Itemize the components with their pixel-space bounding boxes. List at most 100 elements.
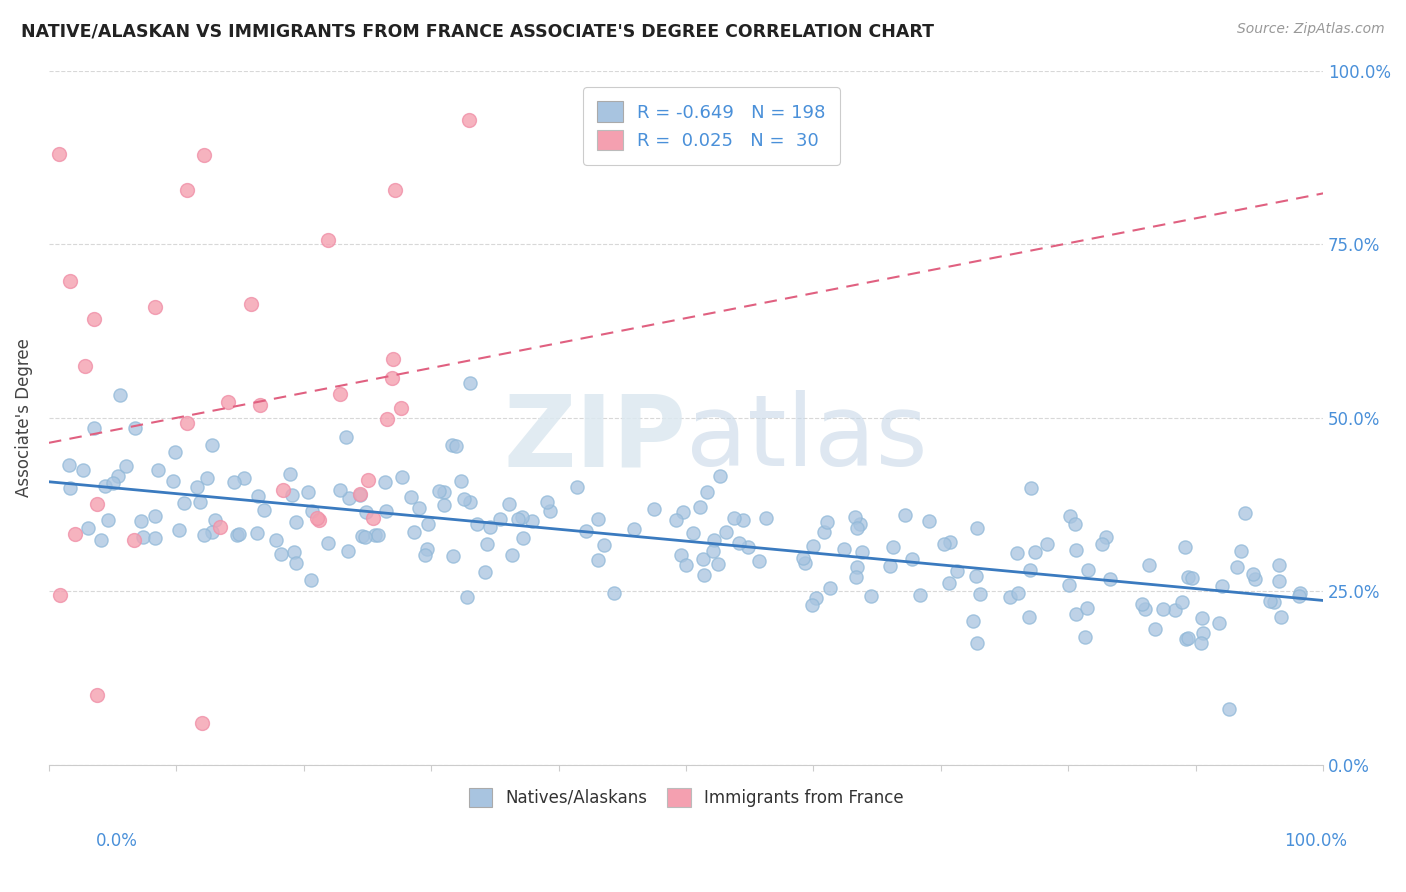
Point <box>59 481 82 495</box>
Point <box>191 715 214 730</box>
Point <box>1019 481 1042 495</box>
Point <box>1064 516 1087 531</box>
Text: ZIP: ZIP <box>503 390 686 487</box>
Point <box>1064 607 1087 622</box>
Point <box>107 469 129 483</box>
Point <box>1218 702 1240 716</box>
Point <box>696 484 718 499</box>
Point <box>1211 579 1233 593</box>
Point <box>297 485 319 500</box>
Point <box>188 494 211 508</box>
Point <box>538 504 561 518</box>
Point <box>1181 570 1204 584</box>
Point <box>225 528 247 542</box>
Point <box>1226 560 1249 574</box>
Point <box>1270 610 1292 624</box>
Text: NATIVE/ALASKAN VS IMMIGRANTS FROM FRANCE ASSOCIATE'S DEGREE CORRELATION CHART: NATIVE/ALASKAN VS IMMIGRANTS FROM FRANCE… <box>21 22 934 40</box>
Point <box>1066 543 1088 558</box>
Point <box>737 540 759 554</box>
Point <box>1144 623 1167 637</box>
Point <box>932 537 955 551</box>
Point <box>1057 578 1080 592</box>
Point <box>1174 540 1197 554</box>
Point <box>910 588 932 602</box>
Point <box>208 519 231 533</box>
Point <box>845 560 868 574</box>
Point <box>336 543 359 558</box>
Point <box>707 557 730 571</box>
Point <box>352 529 374 543</box>
Point <box>1177 570 1199 584</box>
Text: Source: ZipAtlas.com: Source: ZipAtlas.com <box>1237 22 1385 37</box>
Point <box>249 398 271 412</box>
Point <box>1288 590 1310 604</box>
Point <box>1095 530 1118 544</box>
Point <box>860 589 883 603</box>
Point <box>83 421 105 435</box>
Point <box>176 416 198 430</box>
Point <box>122 533 145 548</box>
Point <box>356 473 378 487</box>
Point <box>446 439 468 453</box>
Point <box>1152 602 1174 616</box>
Point <box>408 500 430 515</box>
Point <box>337 491 360 506</box>
Point <box>301 504 323 518</box>
Point <box>329 483 352 497</box>
Point <box>1191 611 1213 625</box>
Point <box>374 475 396 489</box>
Point <box>367 528 389 542</box>
Point <box>450 475 472 489</box>
Point <box>1091 537 1114 551</box>
Point <box>86 497 108 511</box>
Point <box>299 573 322 587</box>
Point <box>672 505 695 519</box>
Point <box>675 558 697 573</box>
Point <box>478 520 501 534</box>
Point <box>427 484 450 499</box>
Point <box>458 494 481 508</box>
Point <box>1189 636 1212 650</box>
Point <box>432 485 454 500</box>
Point <box>946 564 969 578</box>
Point <box>101 475 124 490</box>
Point <box>228 526 250 541</box>
Point <box>63 527 86 541</box>
Point <box>335 430 357 444</box>
Point <box>804 591 827 606</box>
Point <box>939 534 962 549</box>
Point <box>305 511 328 525</box>
Point <box>671 549 693 563</box>
Point <box>458 376 481 390</box>
Point <box>501 548 523 562</box>
Point <box>498 497 520 511</box>
Point <box>727 536 749 550</box>
Point <box>1267 574 1289 588</box>
Point <box>1230 544 1253 558</box>
Point <box>536 495 558 509</box>
Point <box>375 412 398 426</box>
Point <box>1175 632 1198 646</box>
Point <box>849 517 872 532</box>
Point <box>143 531 166 545</box>
Point <box>966 521 988 535</box>
Point <box>391 470 413 484</box>
Point <box>1018 563 1040 577</box>
Point <box>1268 558 1291 572</box>
Point <box>416 542 439 557</box>
Point <box>284 515 307 529</box>
Point <box>271 483 294 497</box>
Point <box>520 514 543 528</box>
Point <box>474 565 496 579</box>
Point <box>58 458 80 473</box>
Point <box>998 590 1021 604</box>
Point <box>232 471 254 485</box>
Point <box>1244 572 1267 586</box>
Point <box>792 551 814 566</box>
Point <box>284 556 307 570</box>
Point <box>965 568 987 582</box>
Legend: Natives/Alaskans, Immigrants from France: Natives/Alaskans, Immigrants from France <box>460 780 912 815</box>
Point <box>264 533 287 547</box>
Point <box>882 540 904 554</box>
Point <box>1077 563 1099 577</box>
